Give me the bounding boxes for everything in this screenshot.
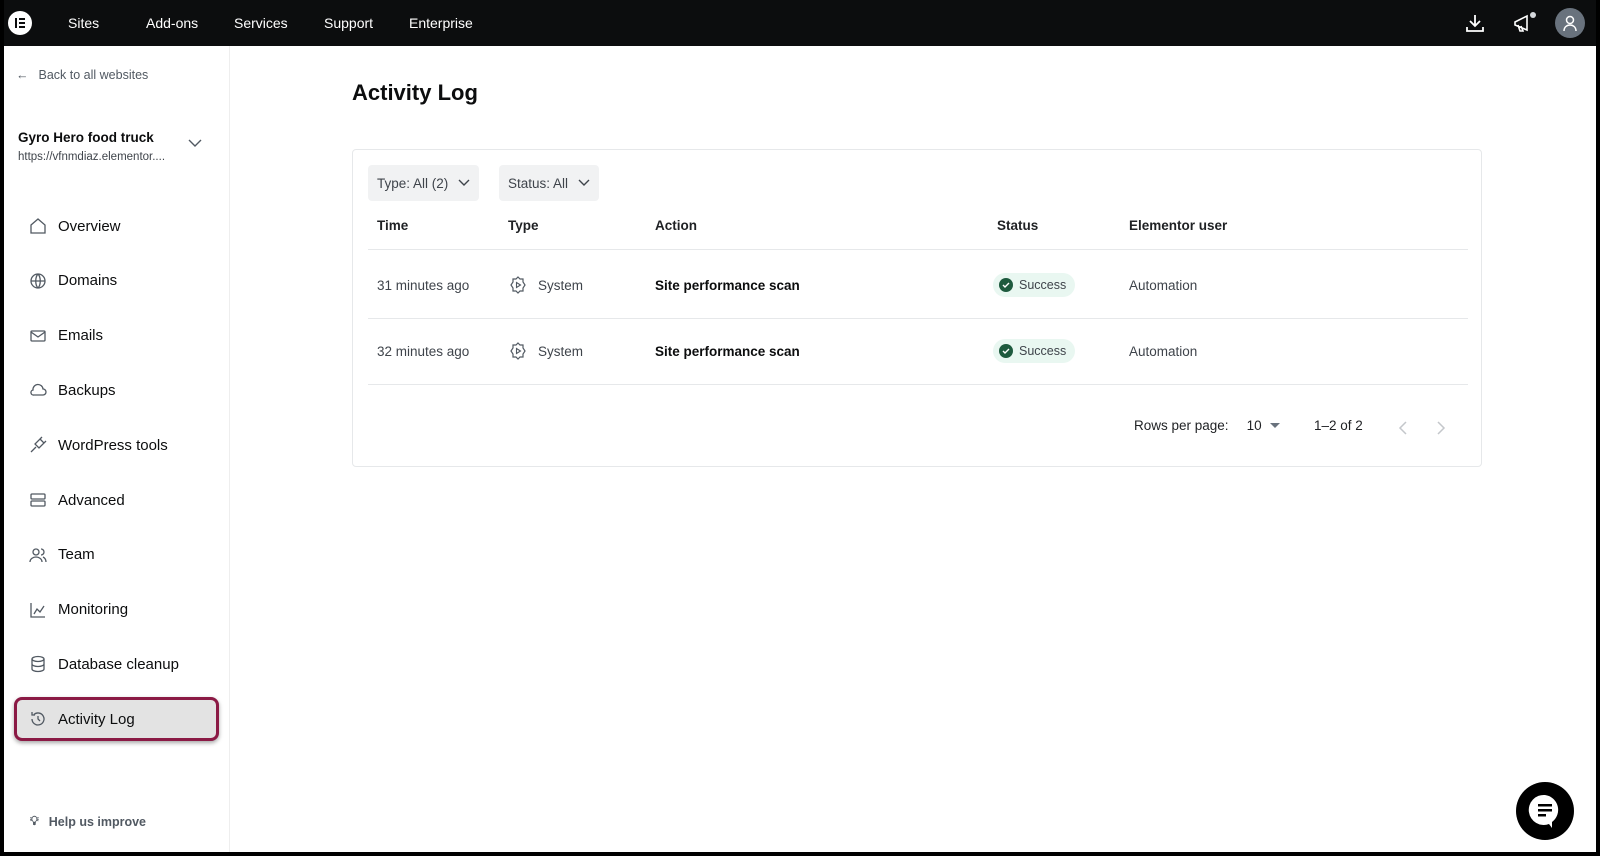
- sidebar-item-overview[interactable]: Overview: [14, 204, 219, 248]
- back-label: Back to all websites: [38, 68, 149, 82]
- sidebar-item-activity-log[interactable]: Activity Log: [14, 697, 219, 742]
- download-icon[interactable]: [1464, 12, 1486, 34]
- action-cell: Site performance scan: [655, 343, 800, 359]
- sidebar-item-label: Monitoring: [58, 601, 129, 619]
- chat-button[interactable]: [1516, 782, 1574, 840]
- chat-icon: [1528, 794, 1559, 828]
- sidebar-item-label: WordPress tools: [58, 436, 168, 454]
- check-circle-icon: [999, 278, 1013, 292]
- time-cell: 32 minutes ago: [377, 343, 470, 359]
- status-label: Success: [1019, 278, 1067, 292]
- nav-addons[interactable]: Add-ons: [146, 15, 199, 31]
- activity-log-table-card: Type: All (2) Status: All Time Type Acti…: [352, 149, 1482, 467]
- back-to-all-websites-link[interactable]: ← Back to all websites: [16, 68, 148, 82]
- sidebar: ← Back to all websites Gyro Hero food tr…: [4, 46, 230, 852]
- help-us-improve-link[interactable]: 💡︎ Help us improve: [30, 814, 146, 829]
- check-circle-icon: [999, 344, 1013, 358]
- chart-icon: [30, 602, 45, 618]
- page-title: Activity Log: [352, 80, 478, 105]
- history-icon: [31, 712, 45, 726]
- sidebar-item-label: Backups: [58, 381, 116, 399]
- rows-per-page-select[interactable]: 10: [1247, 418, 1280, 433]
- type-filter-dropdown[interactable]: Type: All (2): [368, 165, 480, 201]
- megaphone-icon[interactable]: [1512, 12, 1538, 36]
- caret-down-icon: [1269, 422, 1280, 428]
- system-gear-icon: [510, 342, 526, 360]
- divider: [368, 249, 1468, 250]
- type-cell: System: [508, 275, 583, 295]
- type-label: System: [538, 277, 584, 293]
- rows-per-page-label: Rows per page:: [1134, 418, 1229, 433]
- app-window: Sites Add-ons Services Support Enterpris…: [4, 0, 1596, 852]
- column-header-status[interactable]: Status: [997, 218, 1039, 233]
- nav-support[interactable]: Support: [324, 15, 374, 31]
- row-divider: [368, 384, 1468, 385]
- sidebar-item-label: Advanced: [58, 491, 125, 509]
- sidebar-item-advanced[interactable]: Advanced: [14, 478, 219, 522]
- column-header-action[interactable]: Action: [655, 218, 697, 233]
- server-icon: [30, 493, 46, 507]
- sidebar-item-label: Database cleanup: [58, 655, 179, 673]
- status-badge: Success: [993, 339, 1076, 363]
- chevron-down-icon: [458, 179, 470, 186]
- row-divider: [368, 318, 1468, 319]
- chevron-down-icon: [578, 179, 590, 186]
- sidebar-item-monitoring[interactable]: Monitoring: [14, 588, 219, 632]
- site-url: https://vfnmdiaz.elementor....: [18, 151, 166, 163]
- user-cell: Automation: [1129, 343, 1198, 359]
- status-filter-dropdown[interactable]: Status: All: [499, 165, 600, 201]
- help-label: Help us improve: [48, 814, 147, 829]
- status-filter-label: Status: All: [508, 175, 569, 191]
- action-cell: Site performance scan: [655, 277, 800, 293]
- sidebar-item-database-cleanup[interactable]: Database cleanup: [14, 642, 219, 686]
- sidebar-item-backups[interactable]: Backups: [14, 368, 219, 412]
- globe-icon: [30, 273, 46, 289]
- mail-icon: [30, 329, 46, 342]
- pagination-range: 1–2 of 2: [1314, 418, 1363, 433]
- sidebar-item-label: Overview: [58, 217, 121, 235]
- nav-enterprise[interactable]: Enterprise: [409, 15, 473, 31]
- type-filter-label: Type: All (2): [377, 175, 449, 191]
- status-badge: Success: [993, 273, 1076, 297]
- sidebar-item-label: Domains: [58, 272, 118, 290]
- sidebar-item-label: Activity Log: [58, 710, 135, 728]
- time-cell: 31 minutes ago: [377, 277, 470, 293]
- sidebar-item-label: Emails: [58, 327, 104, 345]
- cloud-icon: [30, 384, 47, 397]
- top-bar: Sites Add-ons Services Support Enterpris…: [4, 0, 1596, 46]
- sidebar-item-emails[interactable]: Emails: [14, 314, 219, 358]
- site-switcher-chevron-down-icon[interactable]: [187, 138, 203, 148]
- lightbulb-icon: 💡︎: [30, 814, 39, 828]
- nav-services[interactable]: Services: [234, 15, 288, 31]
- plug-icon: [30, 436, 47, 453]
- sidebar-item-wordpress-tools[interactable]: WordPress tools: [14, 423, 219, 467]
- user-icon: [1563, 15, 1577, 32]
- database-icon: [31, 656, 45, 673]
- status-label: Success: [1019, 344, 1067, 358]
- previous-page-button[interactable]: [1398, 421, 1408, 435]
- column-header-type[interactable]: Type: [508, 218, 539, 233]
- column-header-time[interactable]: Time: [377, 218, 409, 233]
- sidebar-item-domains[interactable]: Domains: [14, 259, 219, 303]
- sidebar-item-team[interactable]: Team: [14, 533, 219, 577]
- home-icon: [30, 218, 46, 234]
- column-header-user[interactable]: Elementor user: [1129, 218, 1228, 233]
- user-cell: Automation: [1129, 277, 1198, 293]
- type-label: System: [538, 343, 584, 359]
- site-name: Gyro Hero food truck: [18, 130, 154, 145]
- type-cell: System: [508, 341, 583, 361]
- users-icon: [29, 548, 47, 562]
- sidebar-item-label: Team: [58, 546, 95, 564]
- rows-per-page: Rows per page: 10: [1134, 418, 1280, 433]
- nav-sites[interactable]: Sites: [68, 15, 100, 31]
- next-page-button[interactable]: [1436, 421, 1446, 435]
- elementor-logo[interactable]: [8, 11, 32, 35]
- arrow-left-icon: ←: [16, 68, 29, 82]
- user-avatar[interactable]: [1555, 8, 1585, 38]
- rows-per-page-value: 10: [1246, 418, 1262, 433]
- system-gear-icon: [510, 276, 526, 294]
